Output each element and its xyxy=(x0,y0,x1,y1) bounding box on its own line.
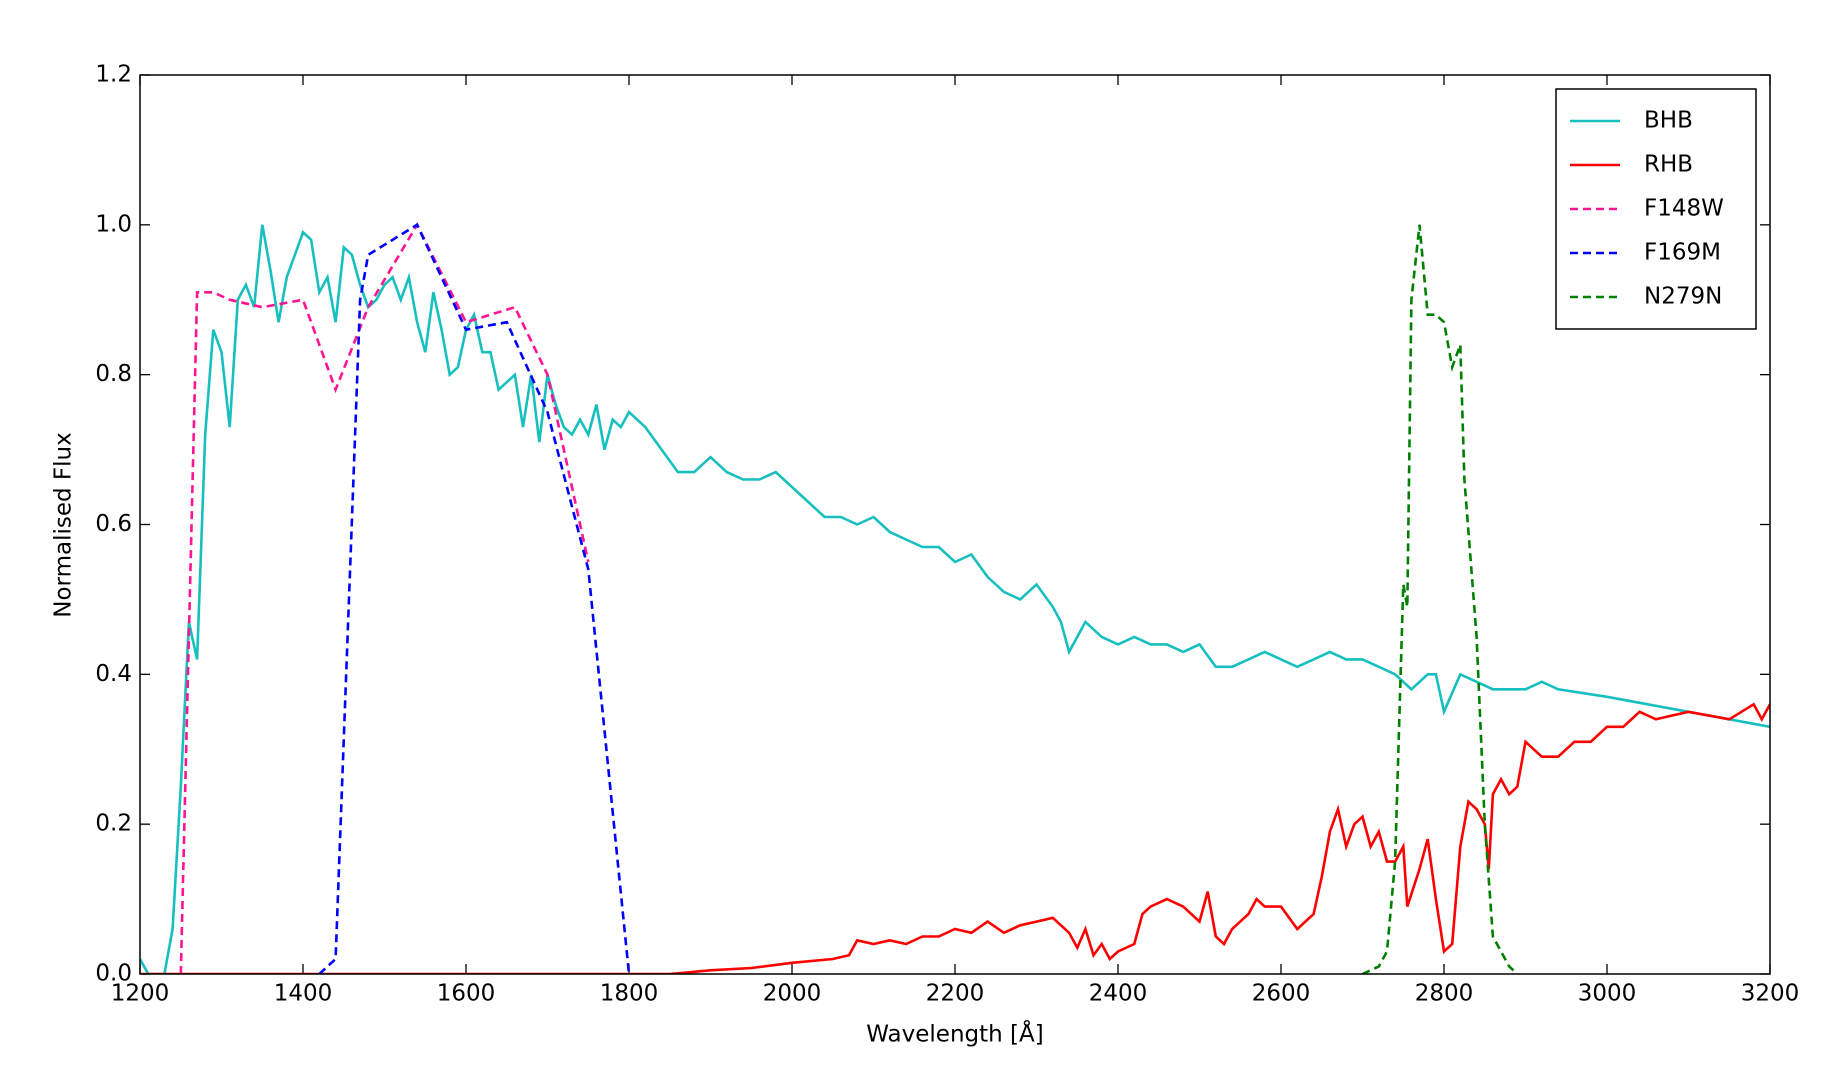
series-line xyxy=(140,224,1770,974)
legend-label: BHB xyxy=(1644,108,1693,134)
y-tick-label: 0.0 xyxy=(95,961,132,987)
x-tick-label: 1800 xyxy=(600,981,659,1007)
y-tick-label: 0.8 xyxy=(95,361,132,387)
y-tick-label: 0.4 xyxy=(95,661,132,687)
x-tick-label: 3000 xyxy=(1578,981,1637,1007)
x-tick-label: 3200 xyxy=(1741,981,1800,1007)
legend-label: F148W xyxy=(1644,196,1724,222)
x-tick-label: 2400 xyxy=(1089,981,1148,1007)
legend-label: RHB xyxy=(1644,152,1693,178)
y-tick-label: 0.2 xyxy=(95,811,132,837)
x-axis-label: Wavelength [Å] xyxy=(866,1020,1043,1048)
x-tick-label: 2600 xyxy=(1252,981,1311,1007)
y-tick-label: 1.2 xyxy=(95,62,132,88)
legend-label: N279N xyxy=(1644,284,1722,310)
x-tick-label: 2000 xyxy=(763,981,822,1007)
series-line xyxy=(140,702,1770,974)
plot-frame xyxy=(139,74,1771,975)
series-line xyxy=(318,222,631,974)
y-tick-label: 1.0 xyxy=(95,211,132,237)
series-line xyxy=(179,222,590,974)
x-tick-label: 1600 xyxy=(437,981,496,1007)
x-tick-label: 1200 xyxy=(111,981,170,1007)
y-tick-label: 0.6 xyxy=(95,511,132,537)
x-tick-label: 1400 xyxy=(274,981,333,1007)
legend-label: F169M xyxy=(1644,240,1721,266)
x-tick-label: 2200 xyxy=(926,981,985,1007)
y-axis-label: Normalised Flux xyxy=(51,432,77,617)
x-tick-label: 2800 xyxy=(1415,981,1474,1007)
